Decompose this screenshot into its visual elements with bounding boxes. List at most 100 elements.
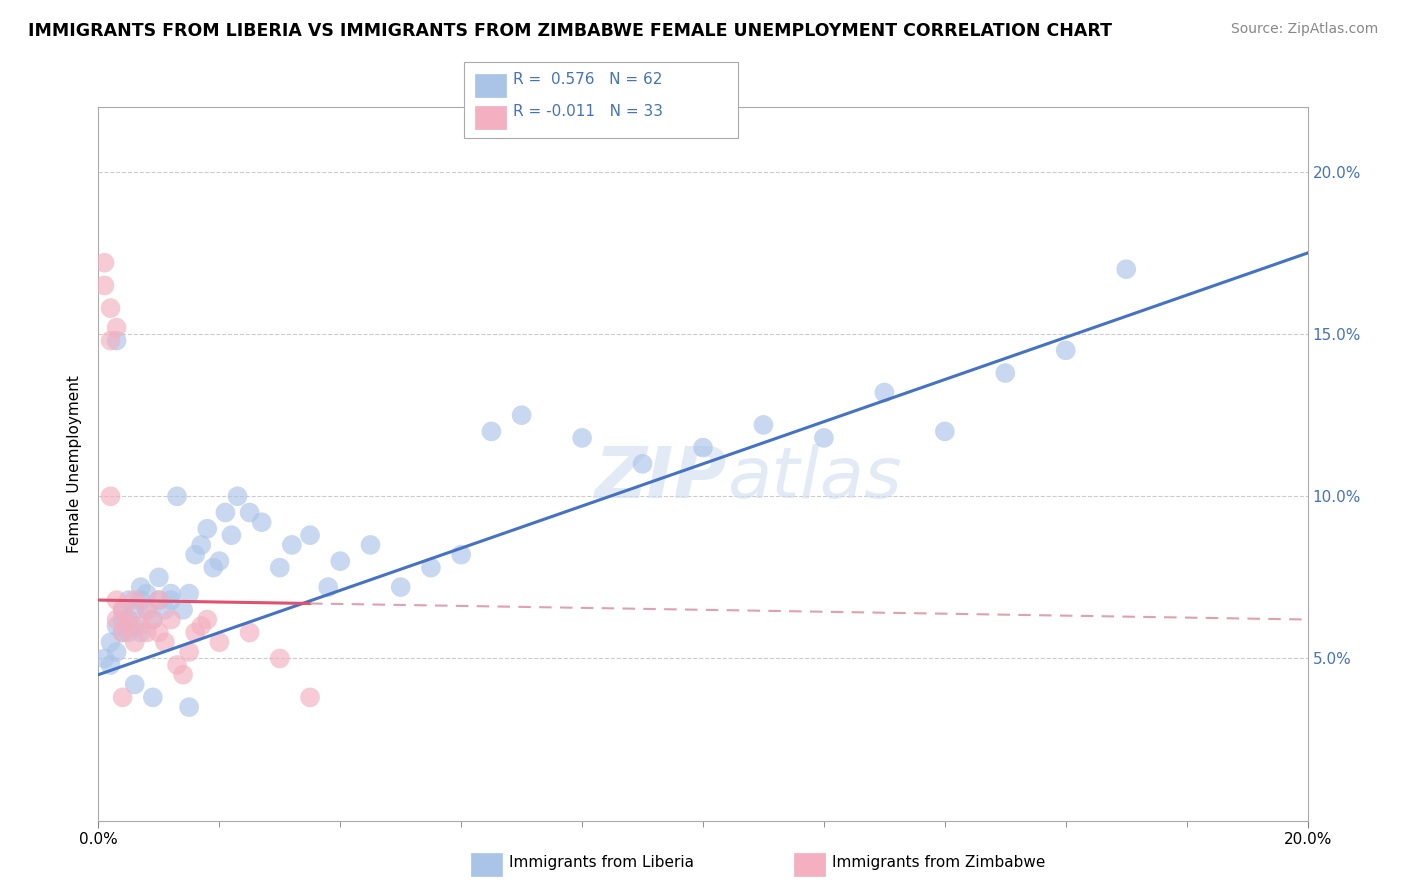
Point (195, 613, 218, 627)
Point (129, 580, 152, 594)
Point (179, 645, 201, 659)
Point (179, 586, 201, 600)
Point (100, 334, 122, 348)
Text: Immigrants from Zimbabwe: Immigrants from Zimbabwe (832, 855, 1046, 870)
Point (118, 593, 141, 607)
Point (142, 613, 165, 627)
Point (214, 506, 236, 520)
Point (148, 625, 170, 640)
Point (129, 619, 152, 633)
Point (135, 603, 157, 617)
Point (281, 538, 304, 552)
Point (124, 635, 146, 649)
Text: IMMIGRANTS FROM LIBERIA VS IMMIGRANTS FROM ZIMBABWE FEMALE UNEMPLOYMENT CORRELAT: IMMIGRANTS FROM LIBERIA VS IMMIGRANTS FR… (28, 22, 1112, 40)
Point (105, 593, 128, 607)
Point (124, 603, 146, 617)
Point (1054, 343, 1077, 358)
Point (190, 538, 212, 552)
Point (148, 570, 170, 584)
Point (153, 603, 176, 617)
Point (105, 334, 128, 348)
Point (135, 625, 157, 640)
Point (100, 635, 122, 649)
Point (111, 690, 134, 705)
Point (813, 431, 835, 445)
Point (124, 593, 146, 607)
Point (135, 586, 157, 600)
Point (129, 593, 152, 607)
Point (752, 417, 775, 432)
Point (316, 580, 339, 594)
Point (221, 528, 243, 542)
Point (299, 690, 322, 705)
Point (124, 619, 146, 633)
Point (208, 635, 231, 649)
Point (571, 431, 593, 445)
Point (148, 593, 170, 607)
Point (450, 548, 472, 562)
Point (481, 425, 503, 439)
Point (148, 593, 170, 607)
Point (184, 548, 207, 562)
Point (160, 613, 183, 627)
Text: Source: ZipAtlas.com: Source: ZipAtlas.com (1230, 22, 1378, 37)
Point (111, 603, 134, 617)
Point (160, 586, 183, 600)
Point (1115, 262, 1137, 277)
Y-axis label: Female Unemployment: Female Unemployment (67, 375, 83, 553)
Point (208, 554, 231, 568)
Point (118, 613, 141, 627)
Point (329, 554, 352, 568)
Point (135, 603, 157, 617)
Point (299, 528, 322, 542)
Point (124, 677, 146, 691)
Point (269, 651, 291, 665)
Point (360, 538, 382, 552)
Point (631, 457, 654, 471)
Point (692, 441, 714, 455)
Point (190, 619, 212, 633)
Text: R =  0.576   N = 62: R = 0.576 N = 62 (513, 72, 662, 87)
Point (873, 385, 896, 400)
Point (93, 278, 115, 293)
Point (184, 625, 207, 640)
Point (105, 645, 128, 659)
Point (93, 651, 115, 665)
Point (166, 489, 188, 503)
Point (153, 635, 176, 649)
Point (105, 613, 128, 627)
Point (142, 613, 165, 627)
Point (100, 489, 122, 503)
Point (142, 690, 165, 705)
Point (420, 560, 443, 574)
Point (129, 625, 152, 640)
Point (105, 320, 128, 334)
Point (172, 667, 194, 681)
Point (226, 489, 249, 503)
Point (934, 425, 956, 439)
Point (172, 603, 194, 617)
Point (195, 522, 218, 536)
Point (111, 625, 134, 640)
Point (239, 625, 262, 640)
Point (160, 593, 183, 607)
Point (166, 657, 188, 672)
Text: R = -0.011   N = 33: R = -0.011 N = 33 (513, 104, 664, 120)
Point (93, 256, 115, 270)
Point (111, 613, 134, 627)
Point (250, 515, 273, 529)
Point (118, 625, 141, 640)
Point (111, 625, 134, 640)
Point (994, 366, 1017, 380)
Point (100, 657, 122, 672)
Point (118, 619, 141, 633)
Point (510, 408, 533, 422)
Point (111, 603, 134, 617)
Text: ZIP: ZIP (595, 443, 727, 513)
Point (389, 580, 412, 594)
Point (269, 560, 291, 574)
Point (179, 700, 201, 714)
Text: Immigrants from Liberia: Immigrants from Liberia (509, 855, 695, 870)
Text: atlas: atlas (727, 443, 901, 513)
Point (105, 619, 128, 633)
